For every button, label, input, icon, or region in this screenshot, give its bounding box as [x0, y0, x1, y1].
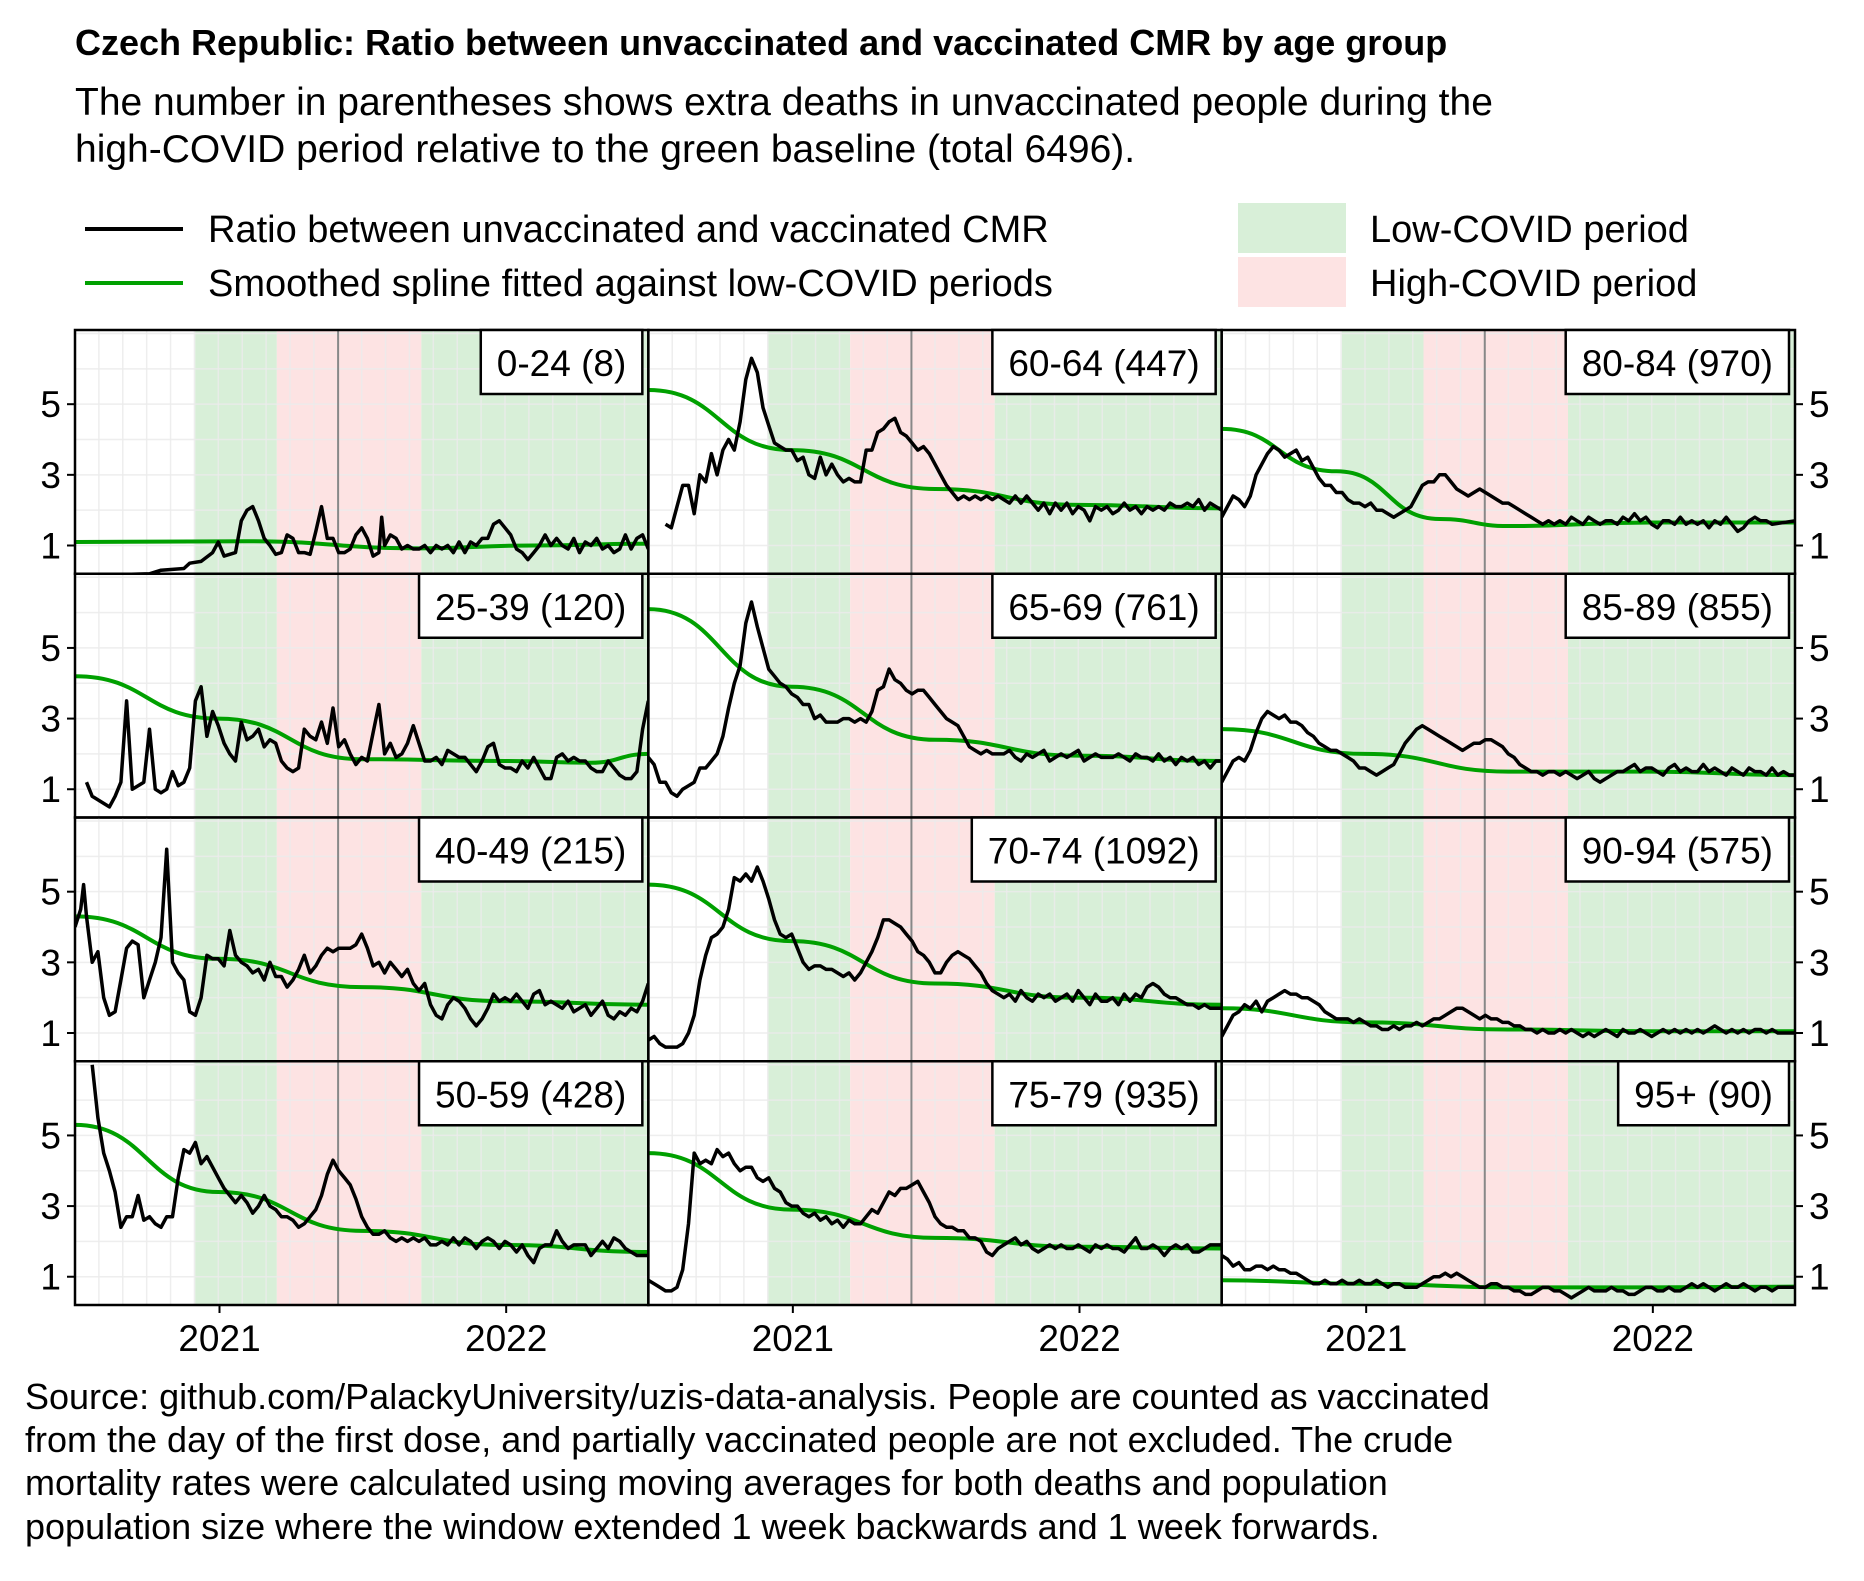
- x-tick-label: 2021: [752, 1318, 834, 1359]
- y-tick-label: 5: [1809, 1115, 1830, 1156]
- y-tick-label: 3: [40, 1186, 61, 1227]
- period-band: [1424, 330, 1569, 574]
- period-band: [1424, 1061, 1569, 1305]
- y-tick-label: 1: [40, 1013, 61, 1054]
- y-tick-label: 5: [40, 628, 61, 669]
- panel-label: 65-69 (761): [1008, 587, 1199, 628]
- panel-label: 85-89 (855): [1582, 587, 1773, 628]
- period-band: [195, 818, 277, 1062]
- y-tick-label: 1: [1809, 769, 1830, 810]
- y-tick-label: 5: [1809, 872, 1830, 913]
- x-tick-label: 2021: [1325, 1318, 1407, 1359]
- y-tick-label: 3: [1809, 1186, 1830, 1227]
- y-tick-label: 1: [40, 769, 61, 810]
- panel-label: 90-94 (575): [1582, 831, 1773, 872]
- period-band: [277, 818, 422, 1062]
- period-band: [277, 574, 422, 818]
- panel-label: 60-64 (447): [1008, 343, 1199, 384]
- source-caption: Source: github.com/PalackyUniversity/uzi…: [25, 1375, 1855, 1548]
- y-tick-label: 5: [40, 872, 61, 913]
- panel-label: 25-39 (120): [435, 587, 626, 628]
- x-tick-label: 2022: [1038, 1318, 1120, 1359]
- panel-label: 70-74 (1092): [988, 831, 1200, 872]
- y-tick-label: 1: [1809, 1013, 1830, 1054]
- panel-label: 50-59 (428): [435, 1074, 626, 1115]
- period-band: [1342, 1061, 1424, 1305]
- period-band: [195, 574, 277, 818]
- period-band: [1342, 330, 1424, 574]
- period-band: [1424, 818, 1569, 1062]
- y-tick-label: 3: [40, 455, 61, 496]
- period-band: [850, 330, 995, 574]
- period-band: [768, 1061, 850, 1305]
- panel-label: 95+ (90): [1634, 1074, 1773, 1115]
- period-band: [850, 574, 995, 818]
- y-tick-label: 1: [1809, 1257, 1830, 1298]
- x-tick-label: 2022: [465, 1318, 547, 1359]
- y-tick-label: 3: [40, 942, 61, 983]
- period-band: [195, 1061, 277, 1305]
- y-tick-label: 5: [1809, 384, 1830, 425]
- y-tick-label: 3: [40, 699, 61, 740]
- y-tick-label: 5: [40, 1115, 61, 1156]
- period-band: [1424, 574, 1569, 818]
- small-multiples-chart: 0-24 (8) 1 3 5 60-64 (447) 80-84 (970) 1 3 5 25-3…: [0, 0, 1864, 1375]
- y-tick-label: 5: [1809, 628, 1830, 669]
- y-tick-label: 1: [1809, 525, 1830, 566]
- x-tick-label: 2022: [1612, 1318, 1694, 1359]
- x-tick-label: 2021: [178, 1318, 260, 1359]
- period-band: [1342, 574, 1424, 818]
- y-tick-label: 1: [40, 525, 61, 566]
- panel-label: 40-49 (215): [435, 831, 626, 872]
- period-band: [850, 1061, 995, 1305]
- panel-label: 75-79 (935): [1008, 1074, 1199, 1115]
- panel-label: 0-24 (8): [497, 343, 627, 384]
- y-tick-label: 3: [1809, 699, 1830, 740]
- period-band: [277, 330, 422, 574]
- y-tick-label: 3: [1809, 942, 1830, 983]
- panel-label: 80-84 (970): [1582, 343, 1773, 384]
- y-tick-label: 5: [40, 384, 61, 425]
- y-tick-label: 3: [1809, 455, 1830, 496]
- y-tick-label: 1: [40, 1257, 61, 1298]
